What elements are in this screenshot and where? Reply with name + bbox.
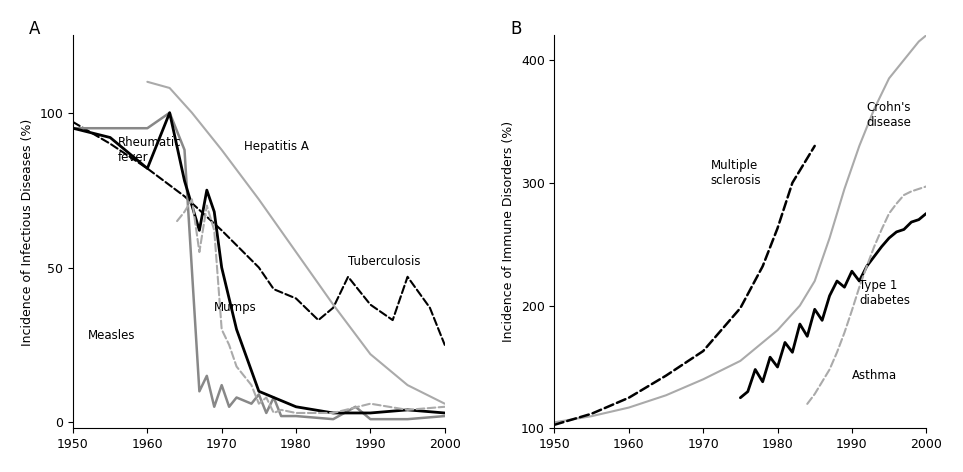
Text: Asthma: Asthma xyxy=(852,369,897,382)
Text: Multiple
sclerosis: Multiple sclerosis xyxy=(711,159,761,187)
Text: Crohn's
disease: Crohn's disease xyxy=(867,101,912,129)
Text: Measles: Measles xyxy=(88,329,136,342)
Y-axis label: Incidence of Immune Disorders (%): Incidence of Immune Disorders (%) xyxy=(503,121,515,343)
Text: Tuberculosis: Tuberculosis xyxy=(348,255,421,268)
Text: B: B xyxy=(509,20,521,38)
Text: Rheumatic
fever: Rheumatic fever xyxy=(117,136,181,164)
Y-axis label: Incidence of Infectious Diseases (%): Incidence of Infectious Diseases (%) xyxy=(21,118,34,346)
Text: Hepatitis A: Hepatitis A xyxy=(244,140,309,153)
Text: Mumps: Mumps xyxy=(214,301,257,314)
Text: A: A xyxy=(28,20,39,38)
Text: Type 1
diabetes: Type 1 diabetes xyxy=(859,279,910,307)
